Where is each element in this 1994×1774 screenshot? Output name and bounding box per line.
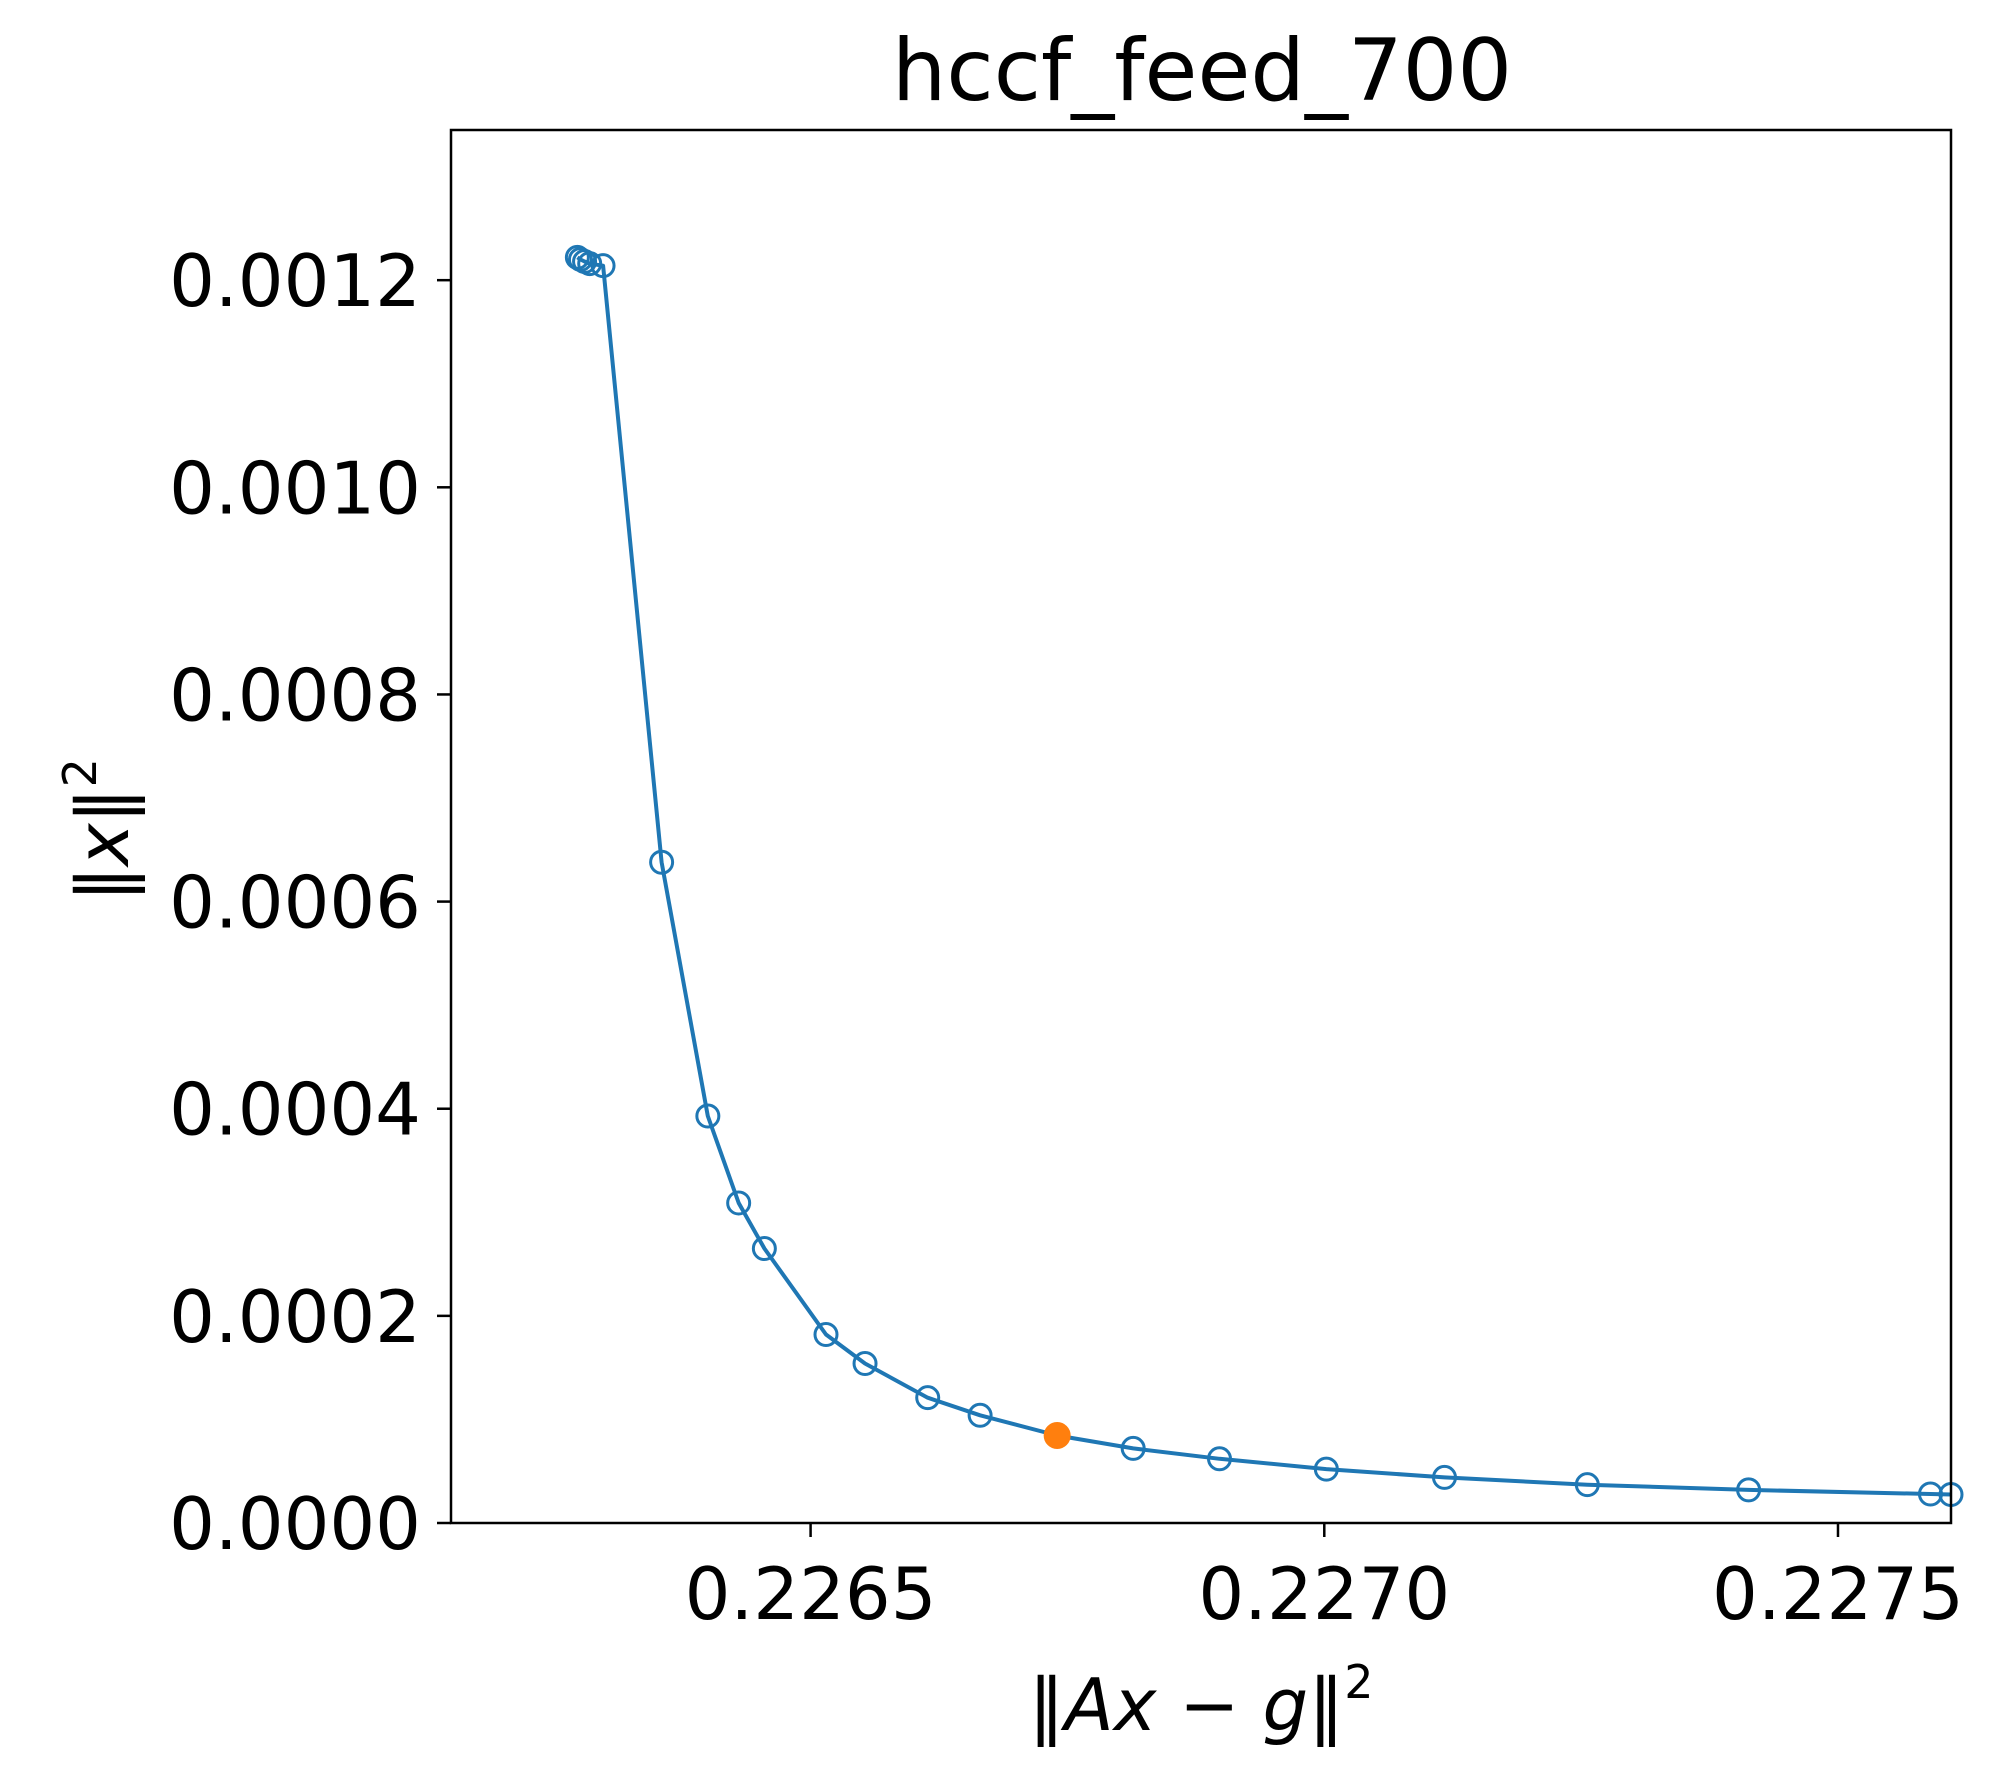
y-tick-label: 0.0004 [169, 1068, 421, 1152]
y-tick-label: 0.0006 [169, 861, 421, 945]
y-axis: 0.0000 0.0002 0.0004 0.0006 0.0008 0.0010 0.00… [169, 239, 451, 1566]
y-tick-label: 0.0010 [169, 446, 421, 530]
data-point [1313, 1456, 1339, 1482]
y-label-superscript: 2 [53, 758, 107, 787]
chart-title: hccf_feed_700 [892, 21, 1512, 121]
data-point [813, 1322, 839, 1348]
x-tick-label: 0.2265 [685, 1552, 937, 1636]
data-point [577, 251, 603, 277]
highlight-point [1043, 1421, 1071, 1449]
y-label-norm-open: ‖ [61, 866, 146, 902]
data-point [1574, 1472, 1600, 1498]
series-line [576, 255, 1952, 1497]
x-label-g: g [1263, 1663, 1309, 1747]
x-label-x: x [1112, 1663, 1158, 1747]
x-tick-label: 0.2275 [1712, 1552, 1964, 1636]
data-point [852, 1351, 878, 1377]
y-tick-label: 0.0008 [169, 653, 421, 737]
data-point [1736, 1477, 1762, 1503]
data-point [1206, 1446, 1232, 1472]
x-label-norm-close: ‖ [1308, 1663, 1344, 1748]
x-axis-label: ‖Ax − g‖2 [1029, 1655, 1374, 1748]
x-label-A: A [1061, 1663, 1114, 1747]
data-point [1431, 1464, 1457, 1490]
y-axis-label: ‖x‖2 [53, 758, 146, 902]
x-label-norm-open: ‖ [1029, 1663, 1065, 1748]
x-label-superscript: 2 [1344, 1655, 1373, 1709]
y-tick-label: 0.0000 [169, 1482, 421, 1566]
plot-frame [449, 128, 1953, 1525]
x-label-minus: − [1156, 1663, 1262, 1747]
y-tick-label: 0.0012 [169, 239, 421, 323]
data-point [967, 1402, 993, 1428]
y-tick-label: 0.0002 [169, 1275, 421, 1359]
data-point [695, 1103, 721, 1129]
data-point [726, 1190, 752, 1216]
x-tick-label: 0.2270 [1198, 1552, 1450, 1636]
data-layer [564, 244, 1964, 1508]
data-point [590, 253, 616, 279]
y-label-x: x [61, 822, 145, 868]
data-point [649, 849, 675, 875]
x-axis: 0.2265 0.2270 0.2275 [685, 1523, 1964, 1636]
y-label-norm-close: ‖ [61, 787, 146, 823]
data-point [751, 1236, 777, 1262]
data-point [915, 1385, 941, 1411]
plot-area [449, 128, 1964, 1525]
data-point [1120, 1435, 1146, 1461]
